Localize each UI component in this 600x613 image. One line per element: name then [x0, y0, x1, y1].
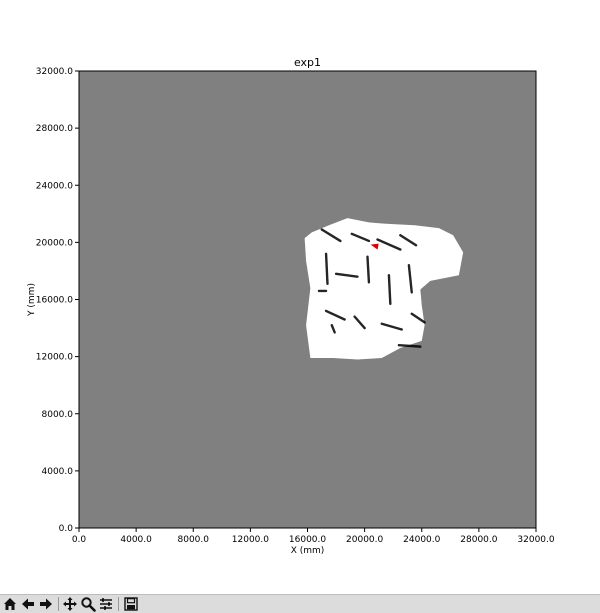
obstacle-mark	[380, 322, 403, 331]
robot-marker	[370, 243, 379, 250]
x-tick-label: 8000.0	[178, 535, 210, 545]
obstacle-mark	[399, 234, 418, 247]
navigation-toolbar	[0, 594, 600, 613]
y-tick-label: 12000.0	[36, 353, 73, 363]
y-tick-label: 20000.0	[36, 238, 73, 248]
x-tick-label: 4000.0	[120, 535, 152, 545]
obstacle-mark	[387, 274, 392, 305]
obstacle-mark	[353, 315, 366, 330]
obstacle-mark	[350, 232, 371, 243]
plot-area: 0.0 4000.0 8000.0 12000.0 16000.0 20000.0 2400…	[27, 56, 555, 556]
obstacle-mark	[324, 252, 329, 285]
y-axis-label: Y (mm)	[27, 283, 37, 317]
toolbar-separator	[118, 597, 119, 611]
back-button[interactable]	[20, 596, 36, 612]
obstacle-mark	[410, 312, 426, 324]
obstacle-mark	[407, 264, 413, 294]
pan-icon	[63, 597, 77, 611]
y-tick-label: 24000.0	[36, 181, 73, 191]
x-tick-label: 24000.0	[403, 535, 440, 545]
configure-subplots-button[interactable]	[98, 596, 114, 612]
explored-region	[304, 218, 464, 360]
forward-button[interactable]	[38, 596, 54, 612]
y-tick-label: 4000.0	[42, 467, 74, 477]
x-tick-label: 28000.0	[460, 535, 497, 545]
y-tick-label: 28000.0	[36, 124, 73, 134]
y-tick-label: 16000.0	[36, 296, 73, 306]
x-tick-label: 0.0	[72, 535, 87, 545]
figure-canvas: 0.0 4000.0 8000.0 12000.0 16000.0 20000.0 2400…	[27, 56, 555, 556]
pan-button[interactable]	[62, 596, 78, 612]
x-tick-label: 16000.0	[289, 535, 326, 545]
x-axis-label: X (mm)	[291, 546, 325, 556]
obstacle-mark	[330, 324, 336, 334]
zoom-icon	[81, 597, 96, 612]
x-tick-label: 20000.0	[346, 535, 383, 545]
home-icon	[4, 598, 16, 610]
obstacle-mark	[366, 255, 371, 284]
obstacle-mark	[324, 309, 346, 321]
save-button[interactable]	[123, 596, 139, 612]
obstacle-mark	[320, 228, 342, 243]
back-icon	[22, 598, 34, 610]
x-tick-label: 12000.0	[232, 535, 269, 545]
y-tick-label: 8000.0	[42, 410, 74, 420]
obstacle-mark	[376, 238, 402, 251]
zoom-button[interactable]	[80, 596, 96, 612]
forward-icon	[40, 598, 52, 610]
x-tick-label: 32000.0	[517, 535, 554, 545]
obstacle-mark	[397, 344, 422, 348]
y-tick-label: 32000.0	[36, 67, 73, 77]
save-icon	[124, 597, 138, 611]
map-background	[79, 71, 536, 528]
chart-title: exp1	[294, 56, 321, 69]
obstacle-mark	[334, 272, 359, 278]
home-button[interactable]	[2, 596, 18, 612]
toolbar-separator	[58, 597, 59, 611]
y-tick-label: 0.0	[59, 524, 74, 534]
configure-icon	[100, 598, 112, 610]
